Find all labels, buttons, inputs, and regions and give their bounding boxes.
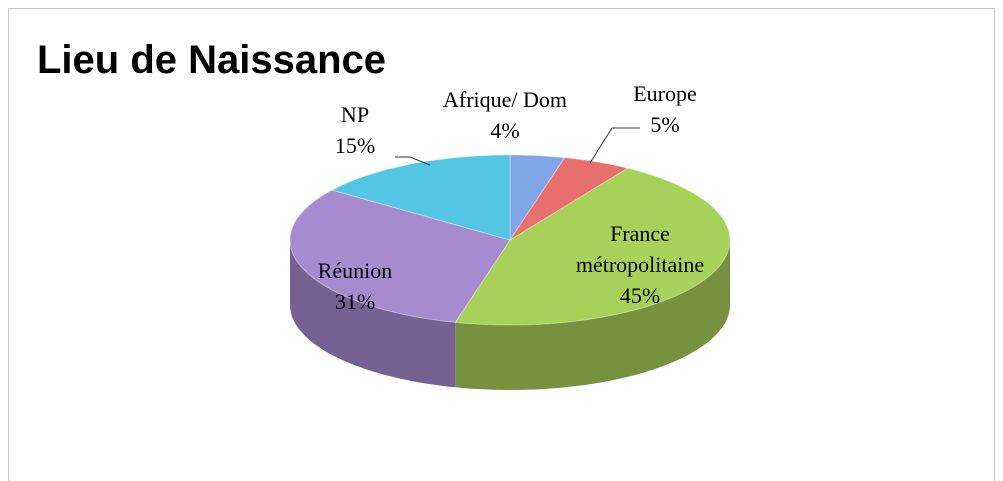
data-label: NP 15% xyxy=(335,99,375,161)
pie-slice xyxy=(509,157,630,241)
value-label: 15% xyxy=(334,133,376,158)
pie-slice-side xyxy=(290,240,456,388)
frame xyxy=(8,8,995,481)
value-label: 45% xyxy=(619,283,661,308)
category-label: Réunion xyxy=(317,258,393,283)
value-label: 4% xyxy=(490,118,520,143)
pie-slice-side xyxy=(455,240,730,390)
pie-slice xyxy=(509,154,566,242)
pie-slice xyxy=(289,189,511,323)
leader-line xyxy=(395,156,431,166)
data-label: Afrique/ Dom 4% xyxy=(443,84,567,146)
pie-slice xyxy=(330,154,511,241)
value-label: 31% xyxy=(334,289,376,314)
value-label: 5% xyxy=(650,112,680,137)
leader-line xyxy=(589,127,640,164)
chart-title: Lieu de Naissance xyxy=(37,38,387,82)
category-label: Afrique/ Dom xyxy=(442,87,568,112)
pie-slice xyxy=(454,167,731,326)
data-label: France métropolitaine 45% xyxy=(555,218,725,311)
pie xyxy=(289,154,731,390)
category-label: France métropolitaine xyxy=(575,221,705,277)
category-label: NP xyxy=(340,102,370,127)
data-label: Europe 5% xyxy=(633,78,697,140)
data-label: Réunion 31% xyxy=(318,255,393,317)
category-label: Europe xyxy=(633,81,697,106)
